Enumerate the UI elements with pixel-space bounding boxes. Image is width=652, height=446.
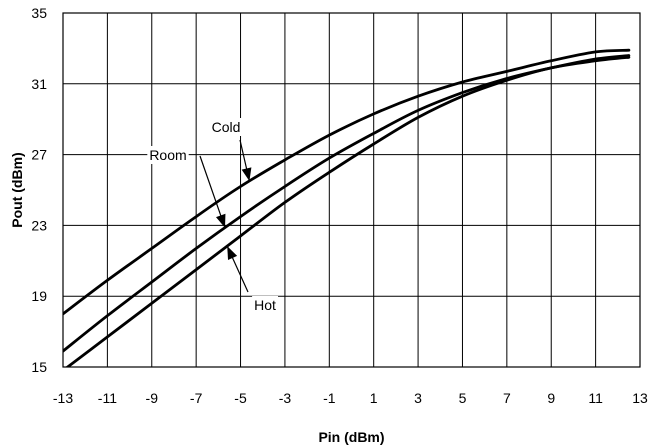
x-tick-label: 9	[547, 390, 555, 406]
x-tick-label: -9	[146, 390, 159, 406]
annotation-label-cold: Cold	[212, 119, 241, 135]
y-tick-label: 23	[31, 217, 47, 233]
annotation-label-hot: Hot	[254, 297, 276, 313]
y-tick-label: 19	[31, 288, 47, 304]
y-tick-label: 31	[31, 76, 47, 92]
x-tick-label: 11	[588, 390, 603, 406]
x-gridlines	[106, 13, 597, 367]
x-tick-label: 5	[459, 390, 467, 406]
y-axis-label: Pout (dBm)	[9, 152, 25, 227]
y-tick-label: 27	[31, 147, 47, 163]
y-tick-label: 15	[31, 359, 47, 375]
x-tick-label: 7	[503, 390, 511, 406]
series-curves	[63, 48, 631, 367]
annotation-arrowhead	[216, 213, 226, 228]
x-tick-label: 3	[414, 390, 422, 406]
annotation-arrowhead	[227, 246, 238, 261]
annotation-label-background	[209, 118, 243, 136]
annotation-label-room: Room	[149, 147, 186, 163]
x-tick-label: -5	[234, 390, 247, 406]
plot-frame	[62, 12, 641, 368]
y-gridlines	[63, 83, 640, 297]
x-tick-label: 1	[370, 390, 378, 406]
x-axis-label: Pin (dBm)	[318, 429, 384, 445]
x-tick-label: -3	[279, 390, 292, 406]
x-tick-labels: -13 -11 -9 -7 -5 -3 -1 1 3 5 7 9 11 13	[53, 390, 648, 406]
y-tick-label: 35	[31, 5, 47, 21]
x-tick-label: 13	[632, 390, 648, 406]
x-tick-label: -11	[98, 390, 117, 406]
x-tick-label: -13	[53, 390, 73, 406]
series-line-cold	[63, 48, 631, 316]
annotation-arrowhead	[241, 167, 252, 182]
y-tick-labels: 15 19 23 27 31 35	[31, 5, 47, 375]
x-tick-label: -7	[190, 390, 203, 406]
x-tick-label: -1	[323, 390, 336, 406]
series-annotations: Cold Room Hot	[147, 118, 278, 314]
annotation-label-background	[252, 296, 278, 314]
series-line-hot	[65, 55, 631, 367]
annotation-label-background	[147, 146, 189, 164]
